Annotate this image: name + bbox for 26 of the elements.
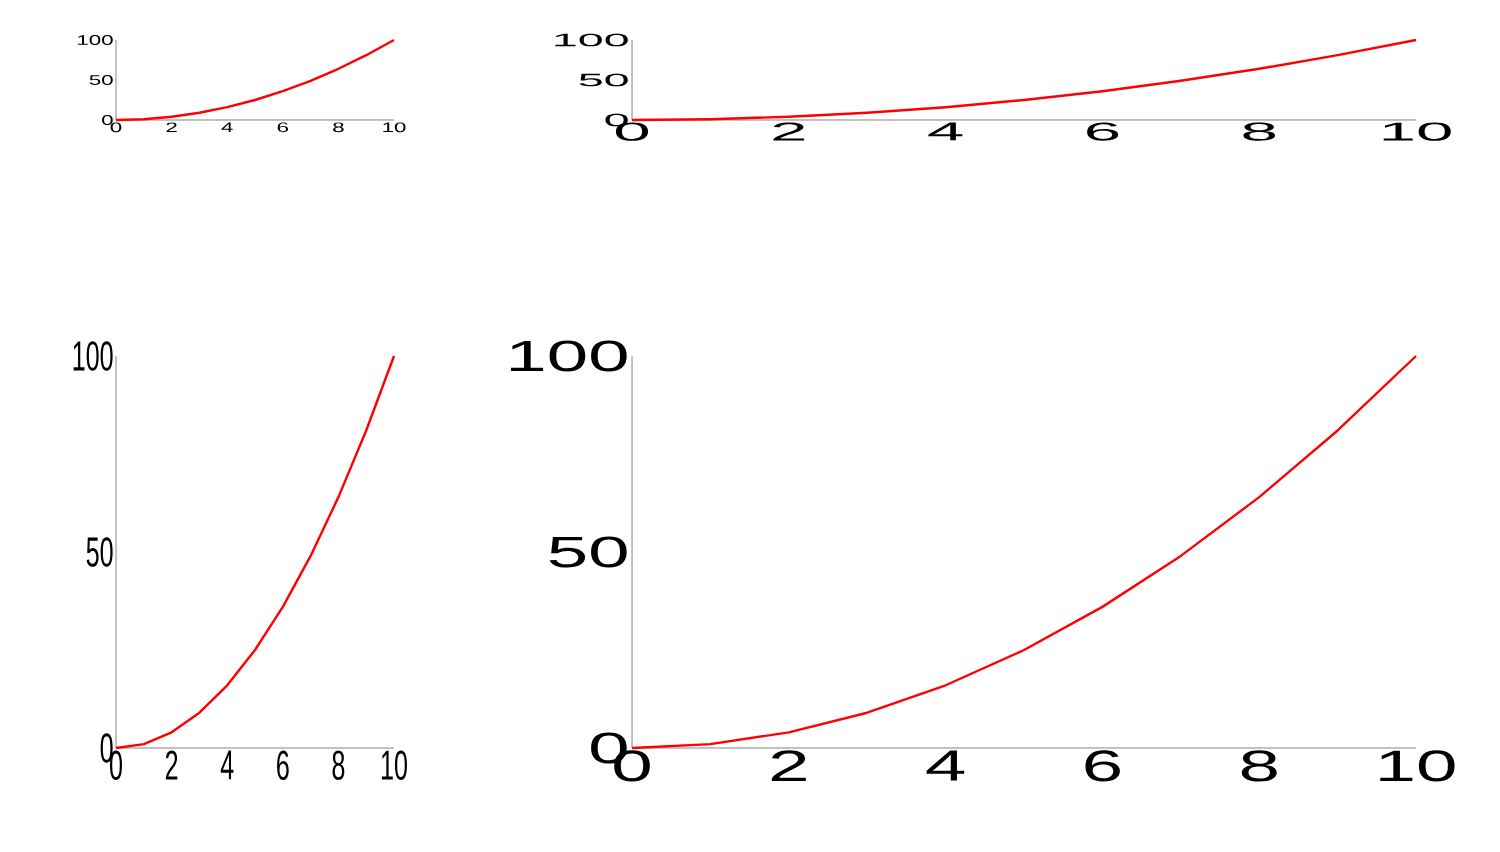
x-tick-label: 0 bbox=[615, 122, 649, 141]
x-tick-label: 8 bbox=[1241, 750, 1277, 782]
line-series bbox=[114, 38, 396, 122]
y-tick-label: 100 bbox=[73, 341, 113, 371]
x-tick-label: 8 bbox=[332, 750, 345, 781]
x-tick-label: 2 bbox=[773, 122, 805, 141]
line-series bbox=[630, 38, 1418, 122]
x-tick-label: 10 bbox=[381, 750, 407, 781]
x-tick-label: 4 bbox=[928, 122, 963, 141]
y-tick-label: 100 bbox=[510, 340, 627, 372]
x-tick-label: 10 bbox=[1380, 750, 1455, 782]
x-tick-label: 4 bbox=[220, 750, 234, 780]
line-series bbox=[630, 354, 1418, 750]
x-tick-label: 6 bbox=[1087, 122, 1119, 141]
x-tick-label: 6 bbox=[277, 750, 289, 781]
x-tick-label: 2 bbox=[165, 750, 178, 780]
y-tick-label: 50 bbox=[86, 537, 113, 567]
x-tick-label: 10 bbox=[1383, 122, 1451, 141]
x-tick-label: 8 bbox=[1243, 122, 1276, 141]
line-series bbox=[114, 354, 396, 750]
x-tick-label: 4 bbox=[926, 750, 965, 781]
y-tick-label: 100 bbox=[555, 33, 628, 47]
y-tick-label: 50 bbox=[579, 73, 628, 87]
x-tick-label: 6 bbox=[1085, 750, 1120, 782]
y-tick-label: 50 bbox=[549, 536, 627, 568]
x-tick-label: 2 bbox=[771, 750, 806, 781]
